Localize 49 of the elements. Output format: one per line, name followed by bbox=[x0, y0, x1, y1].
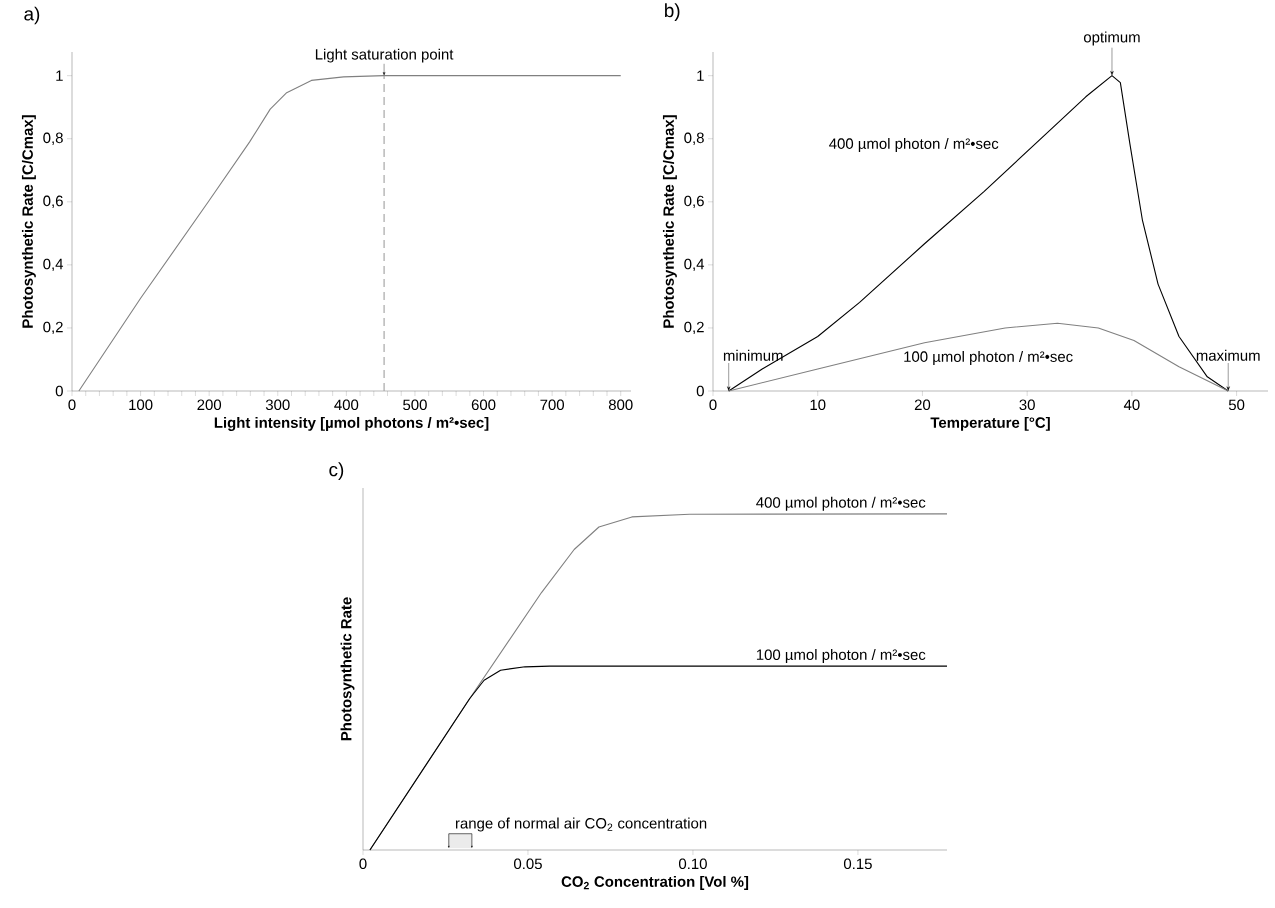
y-tick-label: 0,8 bbox=[684, 132, 704, 145]
x-tick-label: 20 bbox=[914, 399, 931, 411]
ref-line-label: Light saturation point bbox=[315, 48, 454, 63]
y-tick-label: 0 bbox=[55, 385, 63, 397]
x-tick-label: 300 bbox=[265, 399, 290, 411]
x-axis-title: CO$_{2}$ Concentration [Vol %] bbox=[561, 875, 749, 890]
x-tick-label: 40 bbox=[1123, 399, 1140, 411]
y-tick-label: 1 bbox=[697, 70, 704, 81]
y-tick-label: 0 bbox=[696, 385, 704, 397]
chart-title: a) bbox=[24, 6, 40, 25]
y-tick-label: 0,4 bbox=[43, 258, 64, 272]
x-tick-label: 700 bbox=[540, 399, 564, 411]
y-tick-label: 0,2 bbox=[684, 321, 704, 335]
x-tick-label: 0.05 bbox=[514, 858, 542, 870]
x-tick-label: 50 bbox=[1228, 399, 1245, 411]
y-axis-title: Photosynthetic Rate [C/Cmax] bbox=[21, 115, 36, 328]
series-label: 400 µmol photon / m²•sec bbox=[829, 137, 999, 152]
series-label: 400 µmol photon / m²•sec bbox=[756, 496, 926, 511]
x-tick-label: 800 bbox=[608, 399, 633, 411]
series-label: 100 µmol photon / m²•sec bbox=[904, 350, 1073, 365]
x-tick-label: 0 bbox=[68, 399, 76, 411]
x-tick-label: 0.10 bbox=[678, 858, 707, 870]
y-tick-label: 0,6 bbox=[684, 195, 704, 208]
chart-title: b) bbox=[665, 3, 680, 21]
chart-title: c) bbox=[329, 462, 344, 480]
y-axis-title: Photosynthetic Rate [C/Cmax] bbox=[662, 115, 677, 328]
band-label: range of normal air CO$_{2}$ concentration bbox=[455, 817, 707, 832]
x-tick-label: 10 bbox=[810, 399, 826, 411]
x-axis-title: Light intensity [µmol photons / m²•sec] bbox=[214, 416, 489, 431]
annotation: optimum bbox=[1083, 31, 1140, 46]
x-tick-label: 0.15 bbox=[843, 858, 872, 870]
series-label: 100 µmol photon / m²•sec bbox=[756, 649, 926, 663]
y-tick-label: 0,4 bbox=[684, 258, 705, 272]
x-tick-label: 400 bbox=[334, 399, 359, 411]
y-tick-label: 0,2 bbox=[43, 321, 63, 335]
x-tick-label: 0 bbox=[359, 858, 367, 870]
x-tick-label: 500 bbox=[403, 399, 427, 411]
y-axis-title: Photosynthetic Rate bbox=[340, 597, 355, 741]
x-axis-title: Temperature [°C] bbox=[930, 416, 1050, 431]
x-tick-label: 100 bbox=[129, 399, 153, 411]
x-tick-label: 0 bbox=[709, 399, 717, 411]
annotation: maximum bbox=[1196, 349, 1260, 361]
x-tick-label: 600 bbox=[471, 399, 496, 411]
y-tick-label: 0,8 bbox=[43, 132, 63, 145]
x-tick-label: 30 bbox=[1019, 399, 1035, 411]
y-tick-label: 1 bbox=[56, 70, 63, 81]
y-tick-label: 0,6 bbox=[43, 195, 63, 208]
x-tick-label: 200 bbox=[197, 399, 222, 411]
annotation: minimum bbox=[723, 349, 783, 361]
